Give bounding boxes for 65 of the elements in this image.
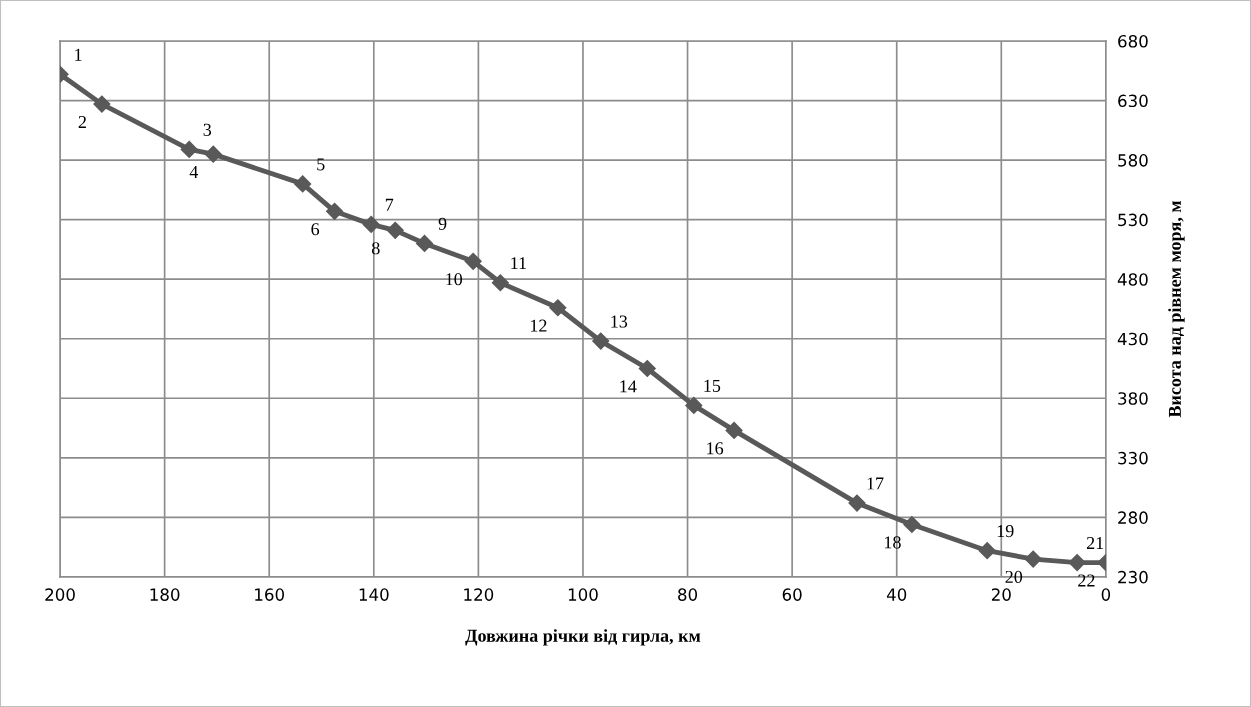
y-tick-label: 330 [1118,451,1148,465]
point [386,221,404,239]
annotation: 11 [511,257,527,270]
x-tick-label: 20 [991,588,1011,601]
annotation: 22 [1078,574,1095,587]
point [592,332,610,350]
point [362,215,380,233]
x-tick-label: 180 [150,588,180,601]
x-tick-label: 40 [886,588,907,601]
x-tick-label: 160 [255,588,285,601]
x-tick-label: 60 [782,588,802,601]
annotation: 4 [189,166,199,178]
point [204,145,222,163]
y-tick-label: 580 [1118,154,1148,167]
y-tick-label: 480 [1117,273,1148,286]
annotation: 10 [446,273,463,286]
annotation: 17 [867,477,884,490]
point [326,202,344,220]
point [93,95,111,113]
point [685,396,703,414]
y-axis-title: Висота над рівнем моря, м [1168,200,1185,418]
annotation: 18 [885,536,901,549]
annotation: 21 [1086,536,1104,549]
point [638,359,656,378]
annotation: 20 [1005,570,1023,584]
annotation: 9 [438,217,447,230]
x-tick-label: 100 [568,588,598,601]
y-tick-label: 230 [1118,570,1148,584]
annotation: 15 [704,379,721,392]
point [464,252,482,270]
x-tick-label: 80 [678,588,698,601]
point [978,542,996,560]
y-tick-label: 380 [1118,392,1148,405]
point [903,515,921,534]
annotation: 3 [203,123,212,136]
point [491,274,509,292]
x-tick-label: 200 [45,588,75,601]
annotation: 1 [75,48,82,61]
y-tick-label: 280 [1118,511,1148,524]
point [1068,554,1086,572]
annotation: 7 [385,198,394,211]
annotation: 19 [997,525,1014,538]
y-tick-label: 680 [1118,34,1148,48]
point [294,175,312,193]
y-tick-label: 430 [1117,332,1148,346]
point [1024,550,1042,568]
annotation: 2 [78,115,86,128]
annotation: 16 [707,442,724,455]
annotation: 12 [530,319,547,332]
x-tick-label: 120 [464,588,494,601]
annotation: 5 [317,158,325,171]
point [415,234,434,253]
y-tick-label: 630 [1118,94,1148,108]
point [848,494,866,512]
x-tick-label: 140 [359,588,389,601]
point [549,299,567,317]
annotation: 14 [620,380,637,393]
annotation: 13 [611,315,628,328]
annotation: 8 [371,242,380,255]
y-tick-label: 530 [1118,213,1148,227]
x-axis-title: Довжина річки від гирла, км [465,629,701,646]
annotation: 6 [311,223,320,236]
point [725,421,743,439]
x-tick-label: 0 [1101,588,1111,601]
point [180,140,198,158]
